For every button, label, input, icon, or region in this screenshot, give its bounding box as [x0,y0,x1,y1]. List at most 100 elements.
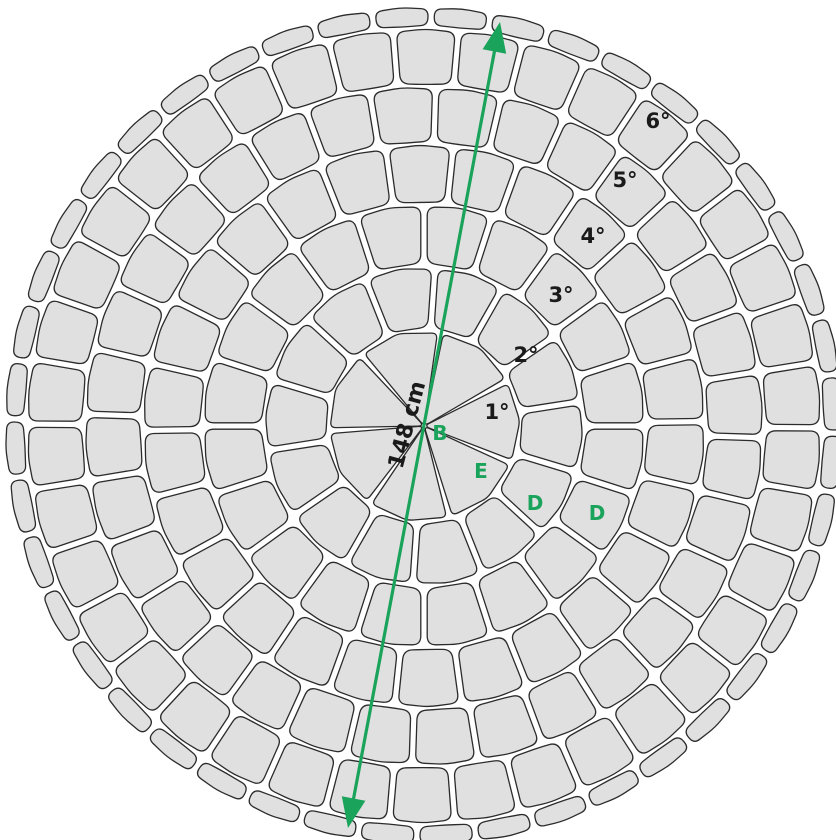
paving-stone-ring-6 [108,687,152,733]
paving-stone-ring-1 [299,486,371,559]
paving-stone-ring-1 [416,519,478,584]
paving-stone-ring-5 [762,366,821,426]
paving-stone-ring-6 [811,319,836,373]
paving-stone-core [330,359,423,429]
paving-stone-ring-1 [270,444,340,510]
paving-stone-ring-3 [216,203,289,275]
paving-stone-ring-4 [686,495,751,561]
paving-stone-ring-3 [594,242,666,314]
paving-stone-ring-3 [627,480,695,547]
piece-label-d-outer: D [589,501,606,525]
paving-stone-ring-6 [788,549,821,602]
paving-stone-core [426,384,520,459]
ring-label-5: 5° [612,168,637,192]
paving-stone-ring-2 [218,302,289,372]
paving-stone-ring-6 [735,162,776,211]
paving-stone-ring-6 [685,698,731,742]
paving-stone-ring-4 [546,122,616,191]
piece-label-d-inner: D [527,491,544,515]
paving-stone-ring-3 [389,144,450,204]
paving-stone-ring-6 [793,263,825,316]
paving-stone-ring-2 [218,480,289,550]
paving-stone-ring-6 [317,12,371,39]
paving-stone-core [424,427,508,515]
paving-stone-ring-4 [578,638,649,709]
paving-stone-ring-5 [662,141,733,212]
paving-stone-ring-3 [178,249,249,320]
paving-stone-ring-6 [696,119,740,165]
paving-stone-ring-4 [182,625,253,696]
paving-stone-ring-5 [162,98,233,169]
paving-stone-ring-4 [595,156,666,227]
paving-stone-ring-5 [35,300,99,365]
paving-stone-ring-4 [669,253,737,322]
paving-stone-ring-2 [300,220,370,291]
paving-stone-ring-4 [623,597,694,668]
paving-stone-ring-2 [360,206,422,270]
paving-stone-core [365,332,438,425]
paving-stone-ring-6 [196,762,247,800]
paving-stone-ring-5 [729,244,796,312]
paving-stone-ring-5 [160,681,231,752]
paving-stone-ring-5 [615,683,686,754]
paving-stone-ring-6 [360,822,415,840]
paving-stone-ring-2 [559,302,630,372]
paving-stone-ring-3 [624,297,692,365]
paving-stone-ring-6 [760,603,798,654]
paving-stone-ring-6 [72,641,113,690]
paving-stone-ring-1 [500,458,572,528]
paving-stone-ring-4 [154,184,225,255]
paving-stone-ring-3 [450,149,515,213]
paving-stone-ring-6 [639,737,688,778]
paving-stone-ring-6 [726,653,768,701]
paving-stone-ring-5 [27,426,86,486]
paving-stone-ring-5 [271,44,338,109]
paving-stone-ring-5 [659,642,731,714]
paving-stone-ring-1 [508,342,578,408]
paving-stone-ring-6 [601,52,652,90]
paving-stone-ring-5 [762,430,820,489]
paving-stone-ring-2 [426,206,488,270]
paving-stone-core [330,425,423,499]
paving-stone-ring-4 [693,312,756,377]
paving-stone-core [373,428,447,521]
paving-stone-ring-6 [588,770,639,806]
paving-stone-ring-6 [768,211,804,262]
paving-stone-ring-2 [300,561,370,632]
paving-stone-ring-2 [360,582,422,646]
paving-stone-ring-4 [436,88,498,148]
paving-stone-ring-3 [325,150,390,215]
paving-stone-ring-1 [370,268,432,333]
paving-stone-ring-4 [120,234,189,304]
paving-stone-ring-4 [111,530,179,599]
ring-label-1: 1° [484,400,509,424]
paving-stone-ring-6 [44,590,80,641]
paving-stone-ring-1 [519,405,583,468]
paving-stone-ring-6 [419,823,473,840]
paving-stone-ring-4 [473,695,538,758]
arrow-head-bottom [341,796,366,828]
paving-stone-ring-3 [559,577,632,649]
paving-stone-ring-6 [6,362,28,417]
paving-stone-ring-5 [565,717,634,786]
paving-stone-ring-5 [333,32,395,92]
paving-stone-ring-3 [156,487,224,555]
paving-stone-ring-5 [699,189,769,260]
paving-stone-ring-5 [513,45,580,110]
paving-stone-ring-4 [92,475,155,540]
paving-stones [5,7,836,840]
paving-stone-ring-5 [697,595,767,666]
paving-stone-ring-3 [153,305,221,372]
ring-label-3: 3° [548,283,573,307]
paving-stone-ring-6 [808,493,835,547]
paving-stone-ring-2 [559,480,630,550]
paving-stone-ring-4 [705,375,763,435]
paving-stone-ring-5 [392,766,452,824]
paving-stone-ring-5 [28,363,86,422]
paving-stone-ring-4 [232,661,302,730]
diameter-arrow [341,22,507,828]
paving-stone-ring-6 [491,15,545,42]
paving-stone-ring-3 [398,648,459,708]
paving-stone-ring-6 [10,479,37,533]
